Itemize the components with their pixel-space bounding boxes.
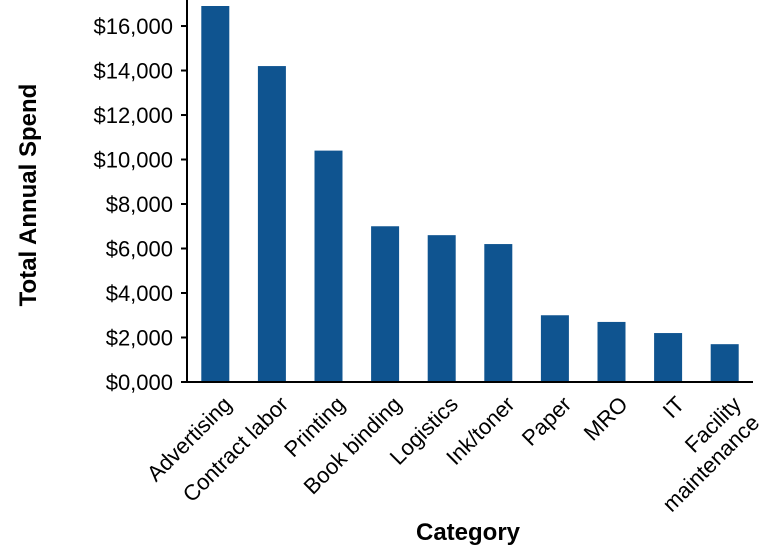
bar bbox=[540, 315, 569, 382]
x-axis-title: Category bbox=[416, 519, 521, 546]
y-tick-label: $6,000 bbox=[106, 237, 173, 262]
y-tick-label: $10,000 bbox=[93, 148, 173, 173]
x-tick-label: MRO bbox=[579, 392, 633, 446]
y-tick-label: $16,000 bbox=[93, 14, 173, 39]
bar bbox=[484, 244, 513, 382]
bar bbox=[597, 321, 626, 382]
y-axis-title: Total Annual Spend bbox=[15, 84, 42, 307]
x-tick-label: Paper bbox=[517, 392, 576, 451]
bar bbox=[371, 226, 400, 382]
x-tick-label: Facilitymaintenance bbox=[639, 392, 764, 517]
bars-group bbox=[201, 6, 739, 382]
bar bbox=[314, 150, 343, 382]
bar bbox=[427, 235, 456, 382]
y-tick-label: $12,000 bbox=[93, 103, 173, 128]
y-tick-label: $2,000 bbox=[106, 326, 173, 351]
y-tick-label: $4,000 bbox=[106, 281, 173, 306]
bar bbox=[710, 344, 739, 382]
bar bbox=[654, 333, 683, 382]
y-axis-ticks: $0,000 $2,000 $4,000 $6,000 $8,000 $10,000 $12… bbox=[93, 14, 187, 395]
y-tick-label: $14,000 bbox=[93, 59, 173, 84]
y-tick-label: $0,000 bbox=[106, 370, 173, 395]
x-tick-label: IT bbox=[658, 392, 690, 424]
bar bbox=[257, 66, 286, 382]
bar bbox=[201, 6, 230, 382]
y-tick-label: $8,000 bbox=[106, 192, 173, 217]
